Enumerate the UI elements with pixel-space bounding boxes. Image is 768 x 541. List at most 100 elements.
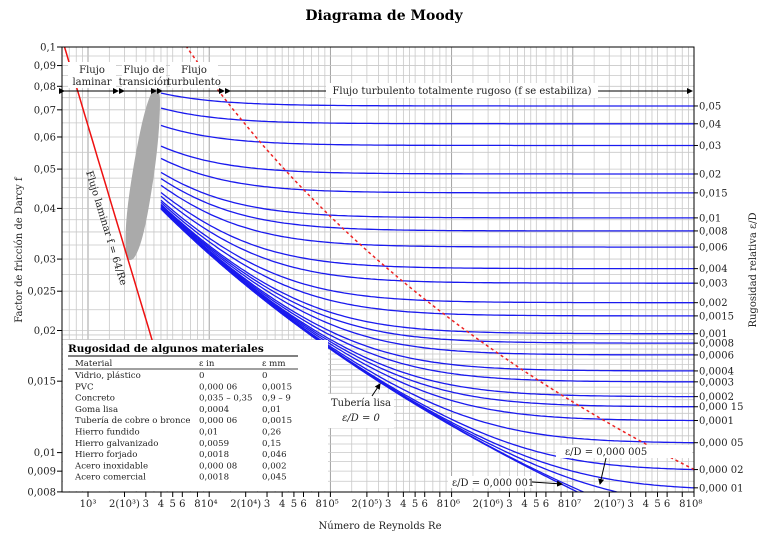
roughness-axis-labels: 0,05 0,04 0,03 0,02 0,015 0,01 0,008 0,006 0,004…: [694, 101, 744, 494]
x-tick-label: 10⁴: [201, 499, 218, 510]
table-cell: Hierro galvanizado: [75, 439, 158, 449]
ed-5e-6-label: ε/D = 0,000 005: [565, 447, 647, 458]
table-cell: Hierro fundido: [75, 428, 140, 438]
roughness-curve-4: [160, 157, 694, 194]
x-tick-label: 2(10³): [109, 499, 140, 510]
roughness-curve-25: [160, 208, 580, 492]
roughness-label: 0,04: [699, 119, 721, 130]
table-cell: 0,0015: [262, 382, 292, 392]
x-tick-label: 2(10⁴): [230, 499, 261, 510]
roughness-label: 0,03: [699, 141, 721, 152]
x-tick-label: 4: [400, 499, 406, 510]
table-cell: 0: [199, 371, 204, 381]
table-cell: 0,000 08: [199, 461, 237, 471]
table-cell: Tubería de cobre o bronce: [75, 415, 190, 426]
y-tick-label: 0,015: [27, 377, 56, 388]
y-tick-label: 0,025: [27, 287, 56, 298]
transition-zone: [125, 89, 160, 261]
x-tick-label: 8: [558, 499, 564, 510]
table-cell: 0,0059: [199, 439, 229, 449]
roughness-curve-6: [160, 178, 694, 232]
region-transition-2: transición: [119, 77, 170, 88]
x-tick-label: 6: [300, 499, 306, 510]
y-tick-label: 0,09: [34, 61, 56, 72]
x-tick-label: 10⁷: [564, 499, 581, 510]
y-axis-ticks: 0,1 0,09 0,08 0,07 0,06 0,05 0,04 0,03 0,025 0,02…: [27, 43, 62, 498]
roughness-curve-9: [160, 195, 694, 284]
x-tick-label: 8: [437, 499, 443, 510]
roughness-label: 0,000 05: [699, 438, 744, 449]
roughness-label: 0,0006: [699, 350, 734, 361]
ed-5e-6-arrow: [598, 457, 607, 485]
y-tick-label: 0,1: [40, 43, 56, 54]
materials-table: Rugosidad de algunos materiales Material…: [63, 340, 328, 491]
roughness-curve-0: [160, 92, 694, 107]
x-tick-label: 5: [170, 499, 176, 510]
y-tick-label: 0,009: [27, 467, 56, 478]
roughness-label: 0,0015: [699, 311, 734, 322]
table-cell: 0,002: [262, 461, 287, 471]
x-tick-label: 10⁶: [443, 499, 460, 510]
roughness-label: 0,001: [699, 329, 728, 340]
plot-frame: [61, 46, 695, 493]
roughness-curve-10: [160, 199, 694, 304]
roughness-label: 0,0002: [699, 392, 734, 403]
smooth-pipe-ed: ε/D = 0: [342, 413, 380, 424]
x-tick-label: 8: [315, 499, 321, 510]
x-tick-label: 4: [158, 499, 164, 510]
table-cell: 0,035 – 0,35: [199, 394, 253, 404]
roughness-curve-1: [160, 107, 694, 125]
roughness-label: 0,0001: [699, 416, 734, 427]
y-tick-label: 0,04: [34, 204, 56, 215]
x-tick-label: 4: [279, 499, 285, 510]
y-tick-label: 0,02: [34, 326, 56, 337]
table-cell: 0,0018: [199, 450, 229, 460]
region-transition: Flujo de: [123, 65, 164, 76]
table-cell: 0,01: [199, 428, 218, 438]
region-labels: Flujo laminar Flujo de transición Flujo …: [59, 62, 693, 98]
region-laminar-2: laminar: [72, 77, 111, 88]
roughness-label: 0,0003: [699, 377, 734, 388]
x-tick-label: 6: [664, 499, 670, 510]
x-axis-ticks: 10³ 2(10³) 3 4 5 6 8 10⁴ 2(10⁴) 3 4 5 6 8 10⁵ 2(10⁵) 3 4 5…: [80, 492, 702, 510]
roughness-curve-12: [160, 203, 694, 335]
table-cell: PVC: [75, 382, 94, 392]
x-tick-label: 2(10⁵): [351, 499, 382, 510]
table-cell: 0,046: [262, 450, 287, 460]
roughness-curve-7: [160, 184, 694, 248]
table-cell: 0,26: [262, 428, 281, 438]
roughness-label: 0,003: [699, 279, 728, 290]
x-tick-label: 6: [543, 499, 549, 510]
smooth-pipe-arrow: [371, 383, 381, 397]
x-axis-label: Número de Reynolds Re: [319, 521, 442, 532]
roughness-label: 0,05: [699, 101, 721, 112]
roughness-label: 0,008: [699, 226, 728, 237]
table-header-e-mm: ε mm: [262, 359, 285, 369]
x-tick-label: 3: [627, 499, 633, 510]
roughness-axis-label: Rugosidad relativa ε/D: [748, 212, 759, 327]
roughness-curve-3: [160, 145, 694, 175]
x-tick-label: 8: [194, 499, 200, 510]
region-turbulent-2: turbulento: [167, 77, 221, 88]
roughness-curve-13: [160, 204, 694, 344]
ed-1e-6-arrow: [531, 480, 563, 487]
roughness-curve-16: [160, 207, 694, 383]
roughness-label: 0,0004: [699, 366, 734, 377]
region-turbulent: Flujo: [181, 65, 207, 76]
y-tick-label: 0,008: [27, 487, 56, 498]
table-cell: 0,0004: [199, 405, 230, 415]
x-tick-label: 4: [643, 499, 649, 510]
x-tick-label: 5: [412, 499, 418, 510]
table-cell: 0,000 06: [199, 382, 237, 392]
table-cell: 0: [262, 371, 267, 381]
x-tick-label: 10⁵: [322, 499, 339, 510]
y-tick-label: 0,03: [34, 255, 56, 266]
roughness-curve-15: [160, 206, 694, 372]
table-cell: Concreto: [75, 394, 115, 404]
table-cell: Acero comercial: [74, 473, 146, 483]
roughness-label: 0,0008: [699, 339, 734, 350]
y-tick-label: 0,07: [34, 105, 56, 116]
table-header-material: Material: [75, 359, 112, 369]
table-cell: 0,01: [262, 405, 281, 415]
y-tick-label: 0,01: [34, 448, 56, 459]
